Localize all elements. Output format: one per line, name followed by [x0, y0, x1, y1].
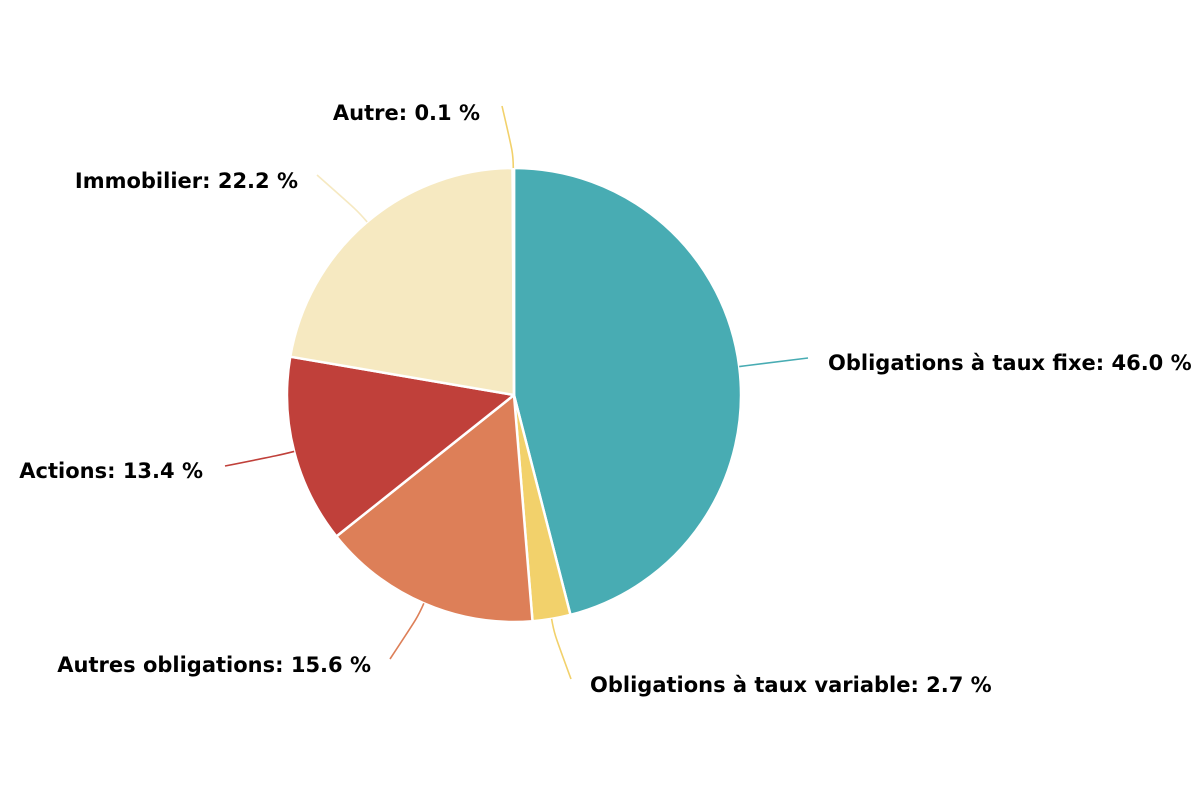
connector-autres-obligations — [389, 603, 425, 660]
connector-autre — [501, 105, 515, 169]
data-label-obligations-a-taux-variable: Obligations à taux variable: 2.7 % — [590, 673, 992, 697]
pie-slice-immobilier — [289, 166, 516, 397]
data-label-obligations-a-taux-fixe: Obligations à taux fixe: 46.0 % — [828, 351, 1192, 375]
pie-slice-obligations-a-taux-fixe — [512, 166, 743, 617]
connector-obligations-a-taux-fixe — [739, 357, 809, 368]
slices-layer — [285, 166, 743, 624]
connector-obligations-a-taux-variable — [550, 618, 572, 680]
data-label-autres-obligations: Autres obligations: 15.6 % — [57, 653, 371, 677]
pie-slice-autre — [511, 166, 516, 397]
data-label-immobilier: Immobilier: 22.2 % — [75, 169, 298, 193]
connectors-layer — [224, 105, 809, 680]
connector-actions — [224, 450, 295, 467]
labels-layer: Obligations à taux fixe: 46.0 % Obligatio… — [19, 101, 1191, 697]
data-label-actions: Actions: 13.4 % — [19, 459, 203, 483]
connector-immobilier — [316, 174, 368, 223]
data-label-autre: Autre: 0.1 % — [333, 101, 480, 125]
